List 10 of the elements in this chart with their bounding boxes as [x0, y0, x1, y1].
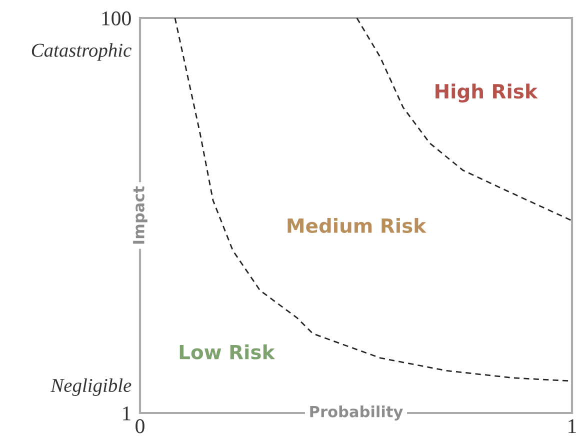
- annotation: High Risk: [436, 84, 538, 103]
- y-tick-label: 1: [123, 406, 130, 420]
- y-tick-label: 100: [102, 11, 131, 26]
- x-tick-label: 0: [136, 419, 144, 434]
- y-axis-title: Impact: [133, 186, 148, 244]
- y-tick-label: Catastrophic: [32, 43, 132, 61]
- annotation: Medium Risk: [288, 218, 426, 233]
- x-axis-title: Probability: [310, 406, 403, 420]
- annotation: Low Risk: [180, 344, 276, 360]
- y-tick-label: Negligible: [50, 378, 132, 396]
